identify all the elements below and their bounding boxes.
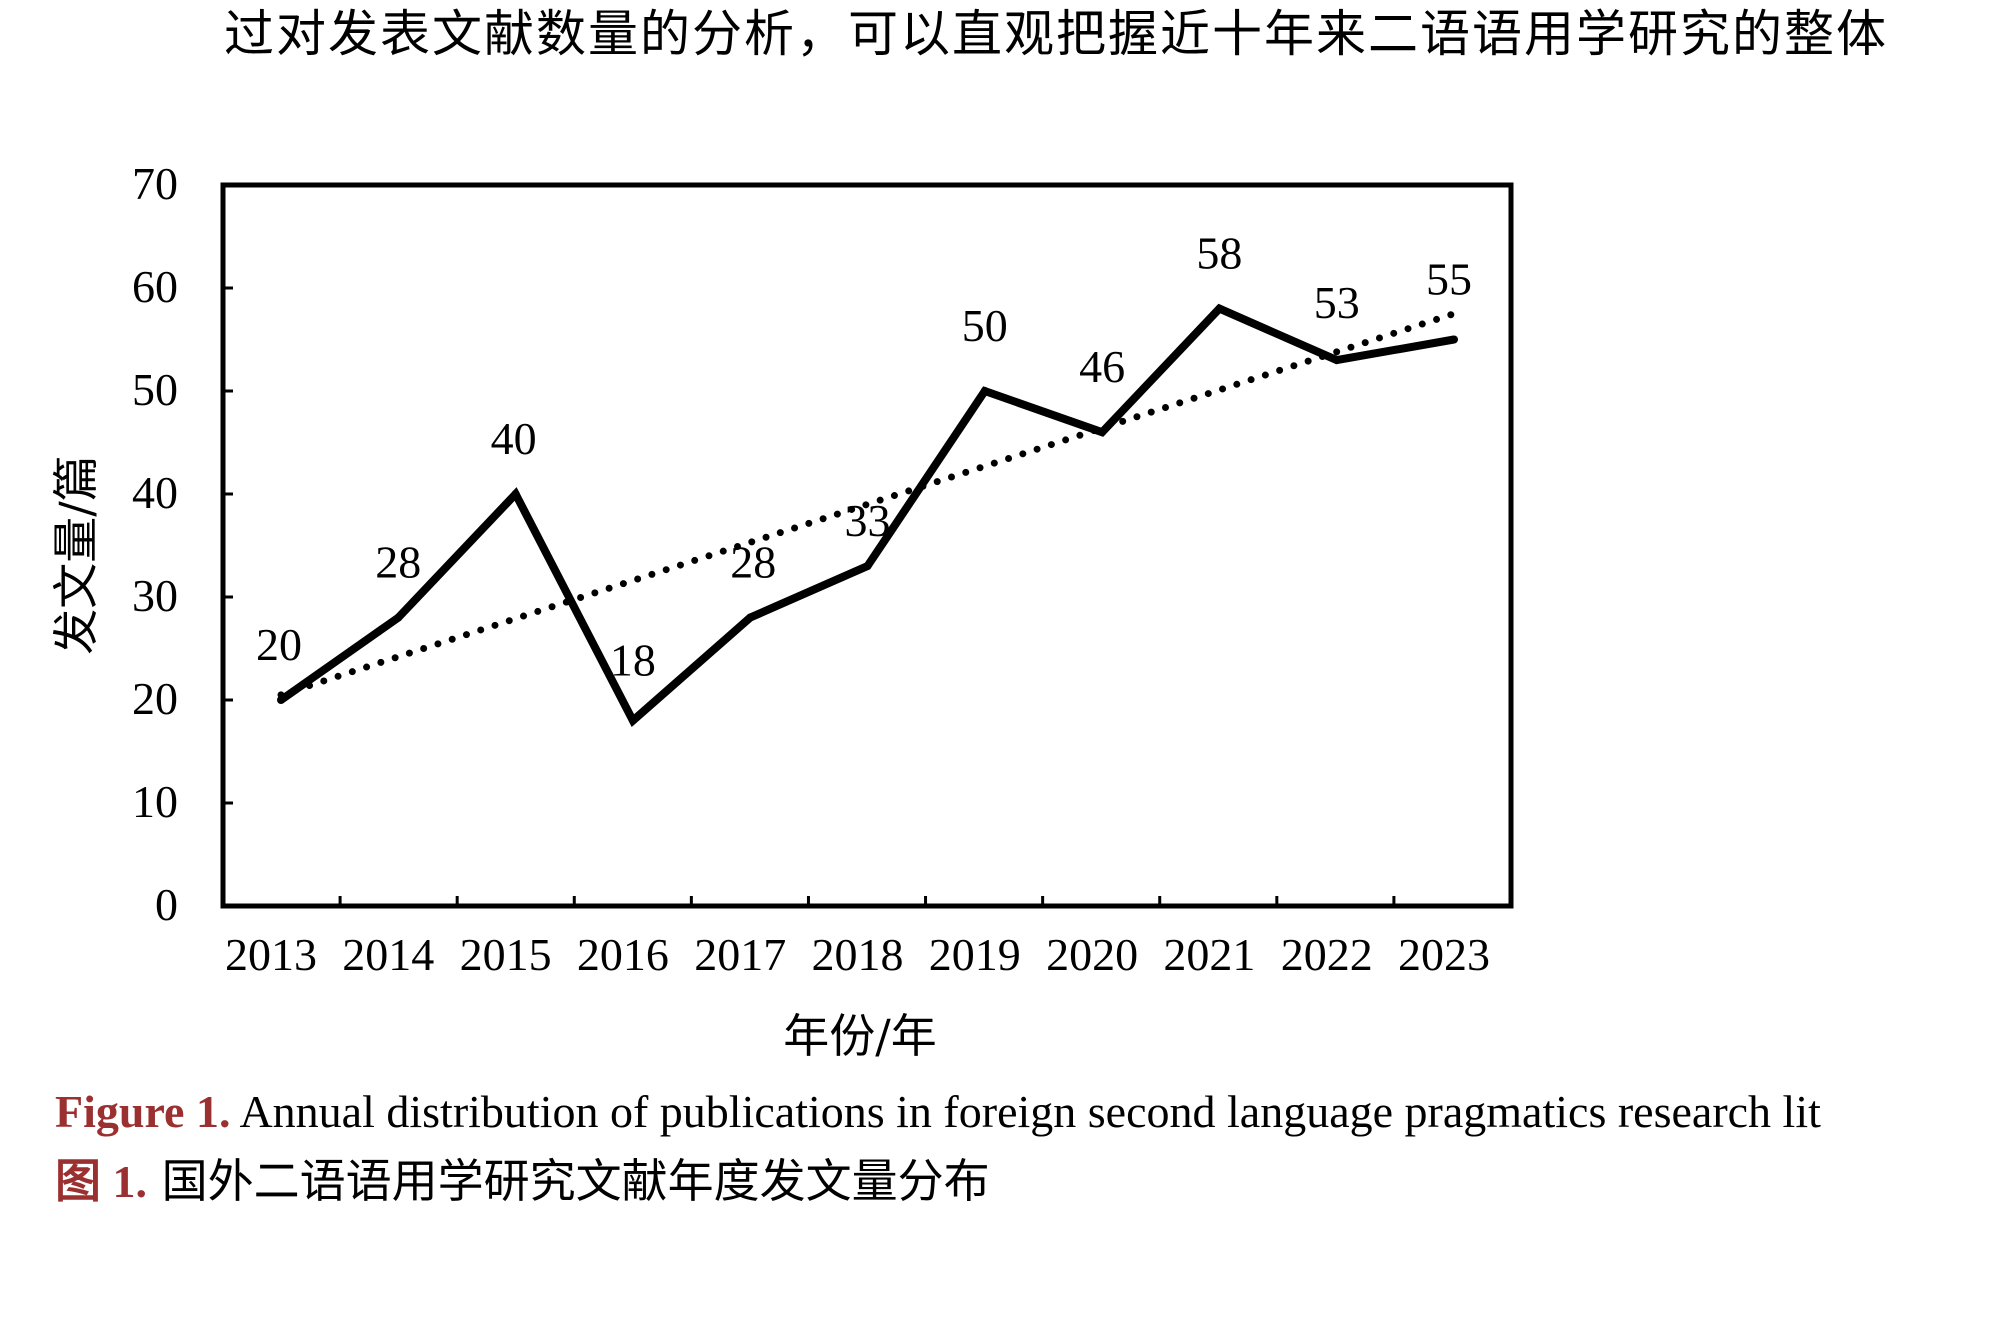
y-tick-label: 40: [132, 467, 178, 518]
data-label: 33: [845, 495, 891, 546]
data-point: [394, 613, 403, 622]
data-label: 58: [1196, 228, 1242, 279]
x-tick-label: 2015: [460, 929, 552, 980]
x-tick-label: 2017: [694, 929, 786, 980]
caption-en-label: Figure 1.: [55, 1086, 231, 1137]
caption-zh-text: 国外二语语用学研究文献年度发文量分布: [161, 1154, 990, 1208]
data-point: [746, 613, 755, 622]
y-tick-label: 30: [132, 570, 178, 621]
data-point: [628, 716, 637, 725]
y-tick-label: 70: [132, 158, 178, 209]
body-text-top: 过对发表文献数量的分析，可以直观把握近十年来二语语用学研究的整体: [224, 5, 1888, 63]
data-label: 28: [375, 537, 421, 588]
data-point: [1450, 335, 1458, 344]
data-label: 50: [962, 300, 1008, 351]
x-tick-label: 2014: [342, 929, 434, 980]
data-point: [1215, 304, 1224, 313]
x-axis-title: 年份/年: [783, 1009, 937, 1063]
x-tick-label: 2022: [1281, 929, 1373, 980]
data-label: 55: [1426, 254, 1472, 305]
data-point: [1332, 356, 1341, 365]
trendline: [277, 310, 1458, 699]
y-tick-label: 20: [132, 673, 178, 724]
data-point: [1098, 428, 1107, 437]
figure-caption-zh: 图 1. 国外二语语用学研究文献年度发文量分布: [55, 1145, 990, 1211]
y-tick-label: 0: [155, 879, 178, 930]
x-tick-label: 2021: [1163, 929, 1255, 980]
y-axis-title: 发文量/篇: [49, 455, 103, 655]
plot-frame: [220, 182, 1514, 909]
x-tick-label: 2013: [225, 929, 317, 980]
x-tick-label: 2016: [577, 929, 669, 980]
data-point: [863, 562, 872, 571]
data-label: 28: [730, 537, 776, 588]
data-point: [511, 490, 520, 498]
x-tick-label: 2020: [1046, 929, 1138, 980]
data-label: 40: [491, 413, 537, 464]
data-label: 53: [1314, 277, 1360, 328]
y-tick-label: 10: [132, 776, 178, 827]
x-tick-label: 2019: [929, 929, 1021, 980]
figure-caption-en: Figure 1. Annual distribution of publica…: [55, 1085, 1821, 1138]
y-tick-label: 50: [132, 364, 178, 415]
y-tick-label: 60: [132, 261, 178, 312]
data-label: 20: [256, 619, 302, 670]
caption-en-text: Annual distribution of publications in f…: [239, 1086, 1821, 1137]
x-tick-label: 2023: [1398, 929, 1490, 980]
caption-zh-label: 图 1.: [55, 1156, 147, 1207]
data-label: 46: [1079, 341, 1125, 392]
data-point: [277, 696, 285, 704]
data-label: 18: [610, 635, 656, 686]
data-point: [980, 387, 989, 395]
x-tick-label: 2018: [812, 929, 904, 980]
